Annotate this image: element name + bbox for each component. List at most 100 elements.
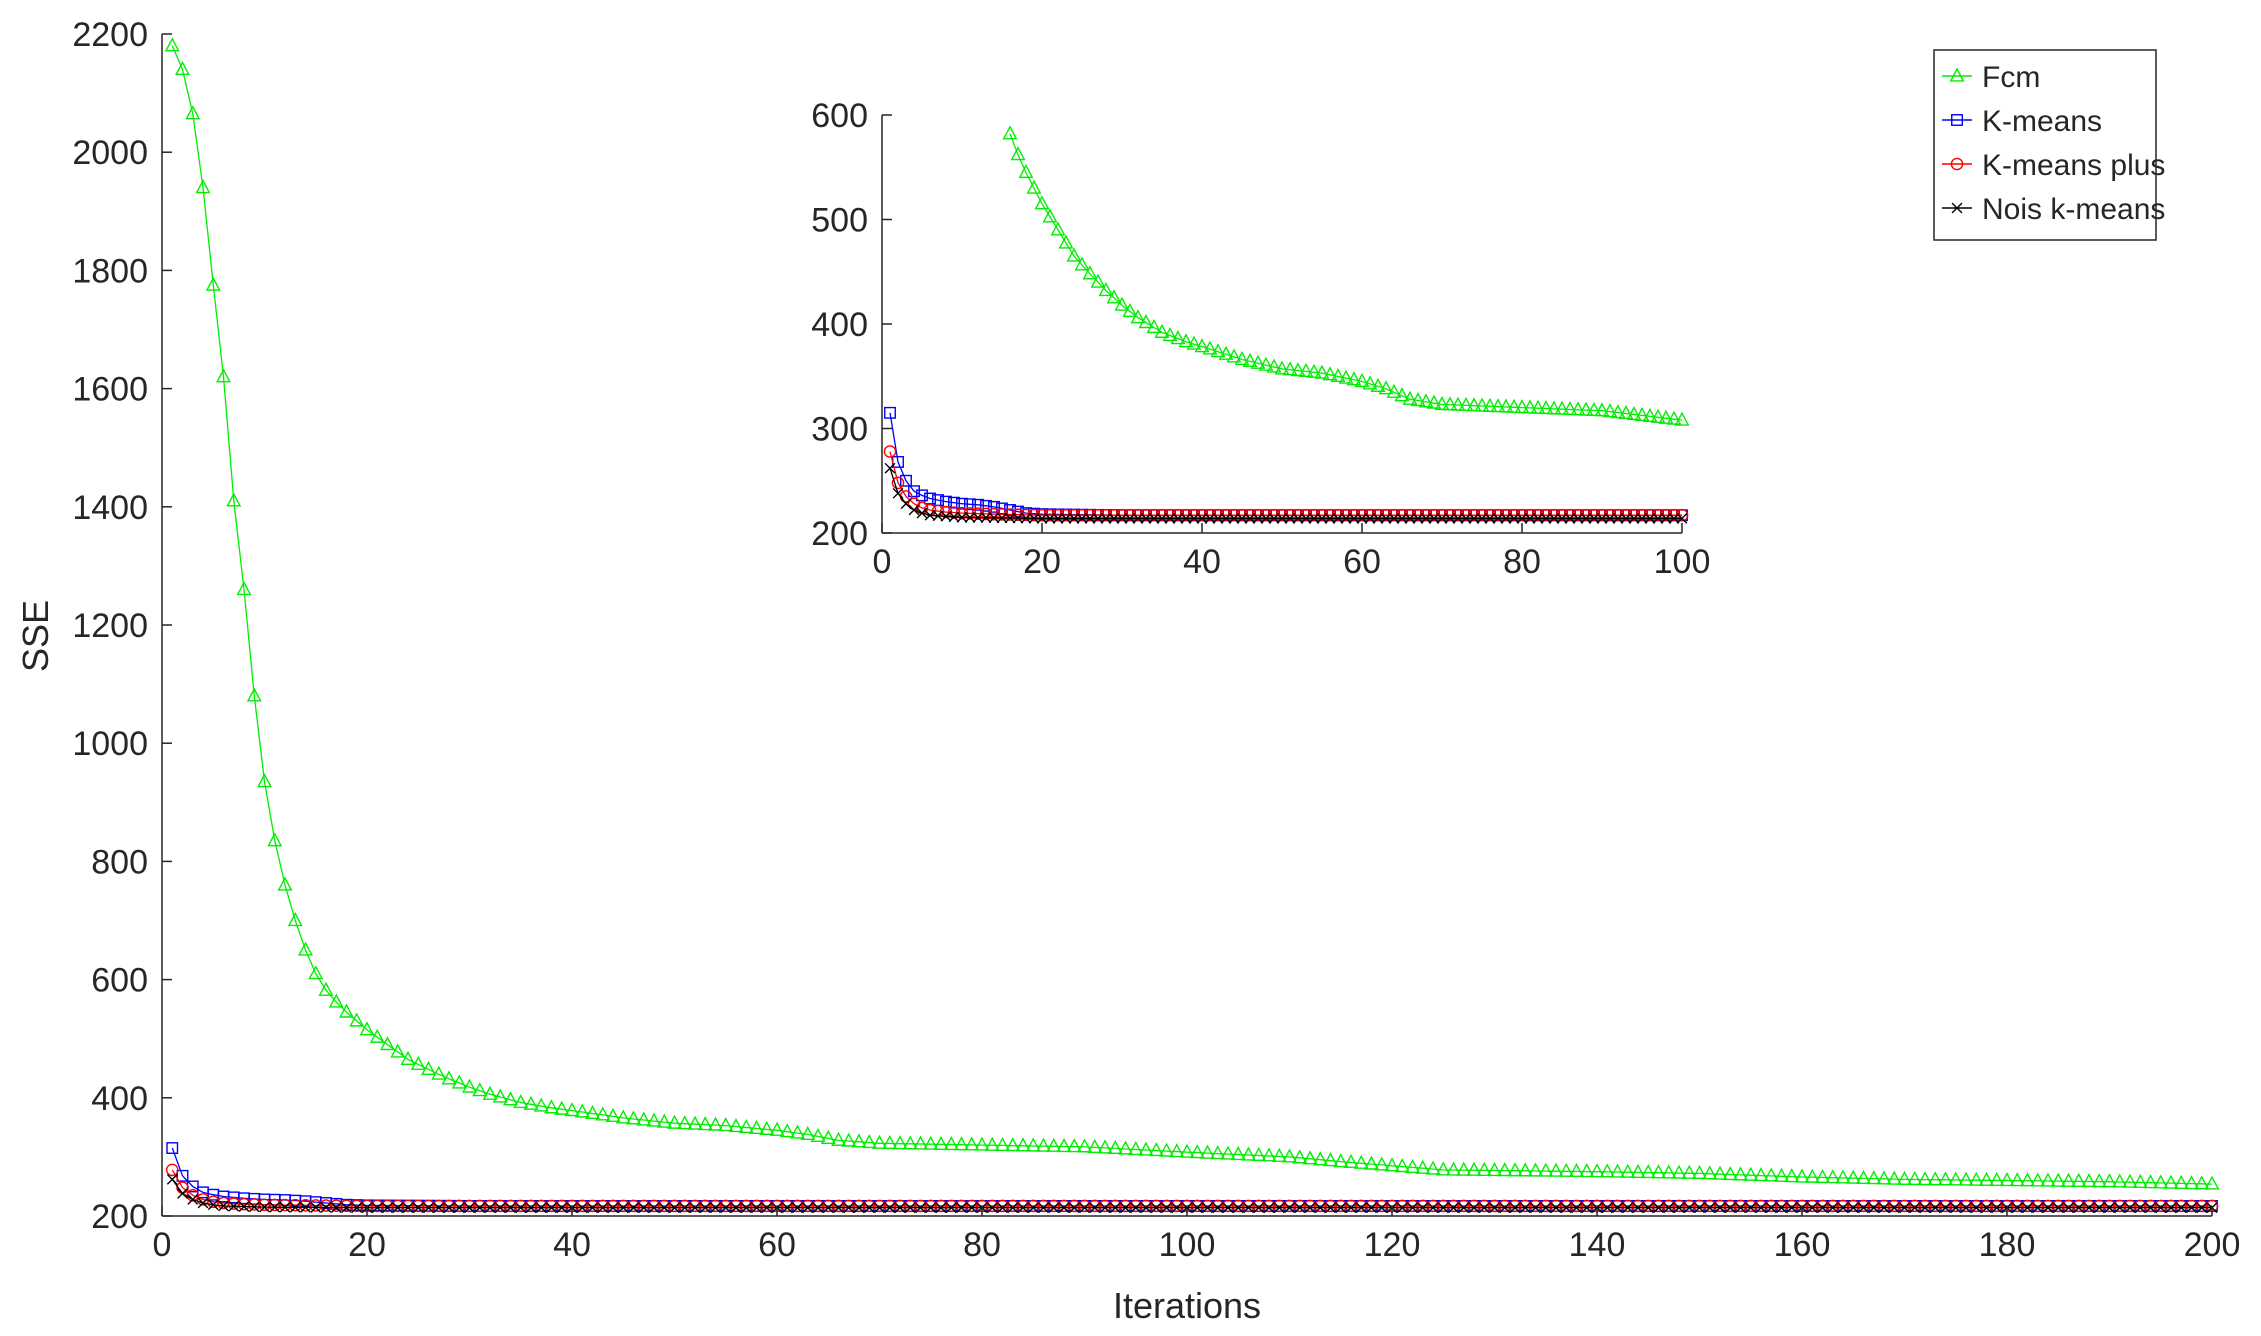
main-point-triangle (1282, 1148, 1297, 1163)
main-point-circle (1600, 1199, 1614, 1213)
inset-point-x (1516, 512, 1528, 524)
main-point-circle (2144, 1199, 2157, 1213)
main-point-circle (432, 1199, 446, 1213)
inset-point-triangle (1194, 338, 1210, 353)
main-y-tick-label: 1000 (72, 725, 148, 763)
inset-point-triangle (1122, 302, 1138, 318)
main-point-x (248, 1201, 260, 1213)
inset-point-x (1036, 512, 1048, 524)
main-point-x (1571, 1202, 1582, 1214)
main-point-circle (893, 1199, 907, 1213)
main-point-x (238, 1201, 250, 1212)
inset-point-triangle (1450, 396, 1466, 411)
main-point-circle (1129, 1199, 1143, 1213)
inset-point-circle (979, 507, 993, 521)
inset-point-x (1108, 512, 1120, 524)
main-point-circle (1375, 1199, 1389, 1213)
main-point-x (2032, 1202, 2044, 1214)
main-point-circle (719, 1199, 733, 1213)
main-point-circle (411, 1199, 425, 1213)
inset-point-x (1204, 512, 1216, 524)
inset-point-triangle (1458, 396, 1474, 412)
main-point-circle (1211, 1199, 1225, 1213)
inset-point-x (1476, 512, 1488, 524)
main-point-triangle (2102, 1173, 2117, 1188)
main-point-x (1970, 1202, 1982, 1214)
main-point-x (2011, 1202, 2023, 1214)
main-point-circle (965, 1199, 979, 1213)
main-point-circle (596, 1199, 610, 1213)
main-point-circle (2051, 1199, 2065, 1213)
inset-point-square (916, 489, 928, 502)
inset-point-triangle (1314, 364, 1330, 379)
main-point-triangle (1610, 1163, 1625, 1178)
main-point-x (269, 1201, 281, 1213)
main-point-triangle (1415, 1159, 1431, 1174)
main-point-circle (1231, 1199, 1245, 1213)
inset-point-triangle (1026, 179, 1042, 194)
inset-point-circle (955, 506, 969, 520)
main-point-triangle (2153, 1174, 2169, 1189)
main-point-triangle (1066, 1138, 1082, 1153)
main-point-circle (903, 1199, 917, 1213)
main-point-circle (944, 1199, 958, 1213)
main-point-triangle (984, 1136, 1000, 1151)
inset-point-x (956, 511, 968, 523)
main-point-triangle (1138, 1141, 1154, 1156)
main-point-triangle (1958, 1171, 1974, 1186)
inset-point-x (1484, 512, 1496, 524)
legend: Fcm K-means K-means plus Nois k-means (1933, 49, 2165, 241)
main-point-x (843, 1202, 855, 1214)
main-point-x (1079, 1202, 1090, 1214)
main-point-triangle (687, 1115, 703, 1130)
inset-point-x (1244, 512, 1256, 524)
main-point-circle (1016, 1199, 1030, 1213)
main-point-triangle (1815, 1168, 1830, 1184)
main-point-x (320, 1202, 332, 1213)
inset-point-triangle (1386, 383, 1402, 398)
main-point-x (1099, 1202, 1111, 1214)
main-point-x (2134, 1202, 2146, 1214)
main-point-circle (1334, 1199, 1348, 1213)
inset-point-triangle (1394, 387, 1410, 402)
main-point-triangle (882, 1134, 898, 1150)
inset-point-x (1404, 512, 1416, 524)
main-point-triangle (1651, 1164, 1666, 1179)
inset-point-x (996, 512, 1008, 524)
main-point-triangle (1743, 1166, 1759, 1181)
main-point-circle (637, 1199, 651, 1213)
inset-point-triangle (1210, 343, 1226, 358)
main-point-x (1396, 1202, 1408, 1214)
main-point-triangle (1384, 1157, 1400, 1172)
main-point-triangle (790, 1124, 805, 1139)
main-point-x (1929, 1202, 1941, 1214)
main-y-tick-label: 400 (91, 1080, 148, 1118)
main-point-circle (647, 1199, 661, 1213)
main-point-triangle (1548, 1162, 1564, 1177)
main-point-triangle (1036, 1137, 1051, 1152)
main-point-triangle (1897, 1170, 1912, 1185)
main-point-triangle (380, 1036, 395, 1051)
inset-point-x (1044, 512, 1056, 524)
main-point-triangle (339, 1003, 354, 1018)
main-point-circle (1764, 1199, 1778, 1213)
main-point-x (1560, 1202, 1572, 1214)
main-point-x (1222, 1202, 1234, 1214)
main-point-x (187, 1194, 199, 1205)
inset-point-x (884, 462, 896, 474)
inset-point-x (1468, 512, 1480, 524)
main-point-circle (934, 1199, 948, 1213)
inset-point-x (1332, 512, 1344, 524)
main-point-x (1642, 1202, 1654, 1214)
inset-y-tick-label: 200 (811, 515, 868, 553)
main-y-tick-label: 1800 (72, 252, 148, 290)
main-point-triangle (1569, 1162, 1584, 1178)
main-point-x (884, 1202, 896, 1214)
inset-point-x (1652, 512, 1664, 524)
main-point-triangle (1538, 1162, 1554, 1177)
inset-point-x (1076, 512, 1088, 524)
main-point-circle (852, 1199, 866, 1213)
main-point-circle (2133, 1199, 2147, 1213)
main-point-circle (811, 1199, 825, 1213)
inset-point-triangle (1234, 351, 1250, 366)
